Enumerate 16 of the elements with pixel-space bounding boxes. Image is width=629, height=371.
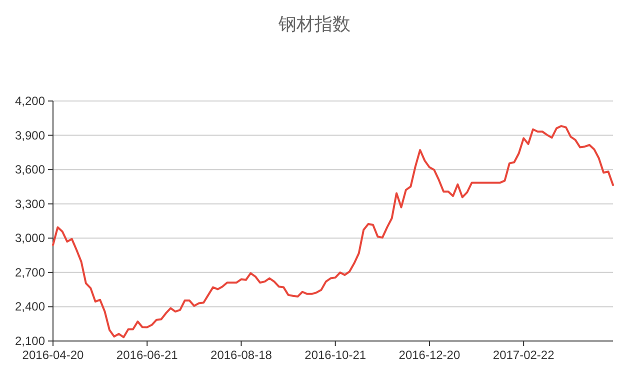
y-tick-label: 2,400 — [14, 300, 46, 314]
x-tick-label: 2016-08-18 — [210, 348, 272, 362]
y-tick-label: 3,600 — [14, 162, 46, 177]
y-tick-label: 4,200 — [14, 94, 46, 108]
x-tick-label: 2016-04-20 — [22, 348, 84, 362]
y-tick-label: 3,300 — [14, 196, 46, 211]
line-series — [52, 125, 614, 338]
y-tick-label: 3,000 — [14, 231, 46, 246]
x-tick-label: 2016-06-21 — [116, 348, 178, 362]
y-tick-label: 2,700 — [14, 265, 46, 280]
x-tick-label: 2016-12-20 — [398, 348, 460, 362]
x-tick-label: 2016-10-21 — [304, 348, 366, 362]
x-tick-label: 2017-02-22 — [492, 348, 555, 362]
chart-title: 钢材指数 — [278, 14, 350, 34]
y-tick-label: 2,100 — [14, 334, 46, 348]
y-tick-label: 3,900 — [14, 128, 46, 142]
